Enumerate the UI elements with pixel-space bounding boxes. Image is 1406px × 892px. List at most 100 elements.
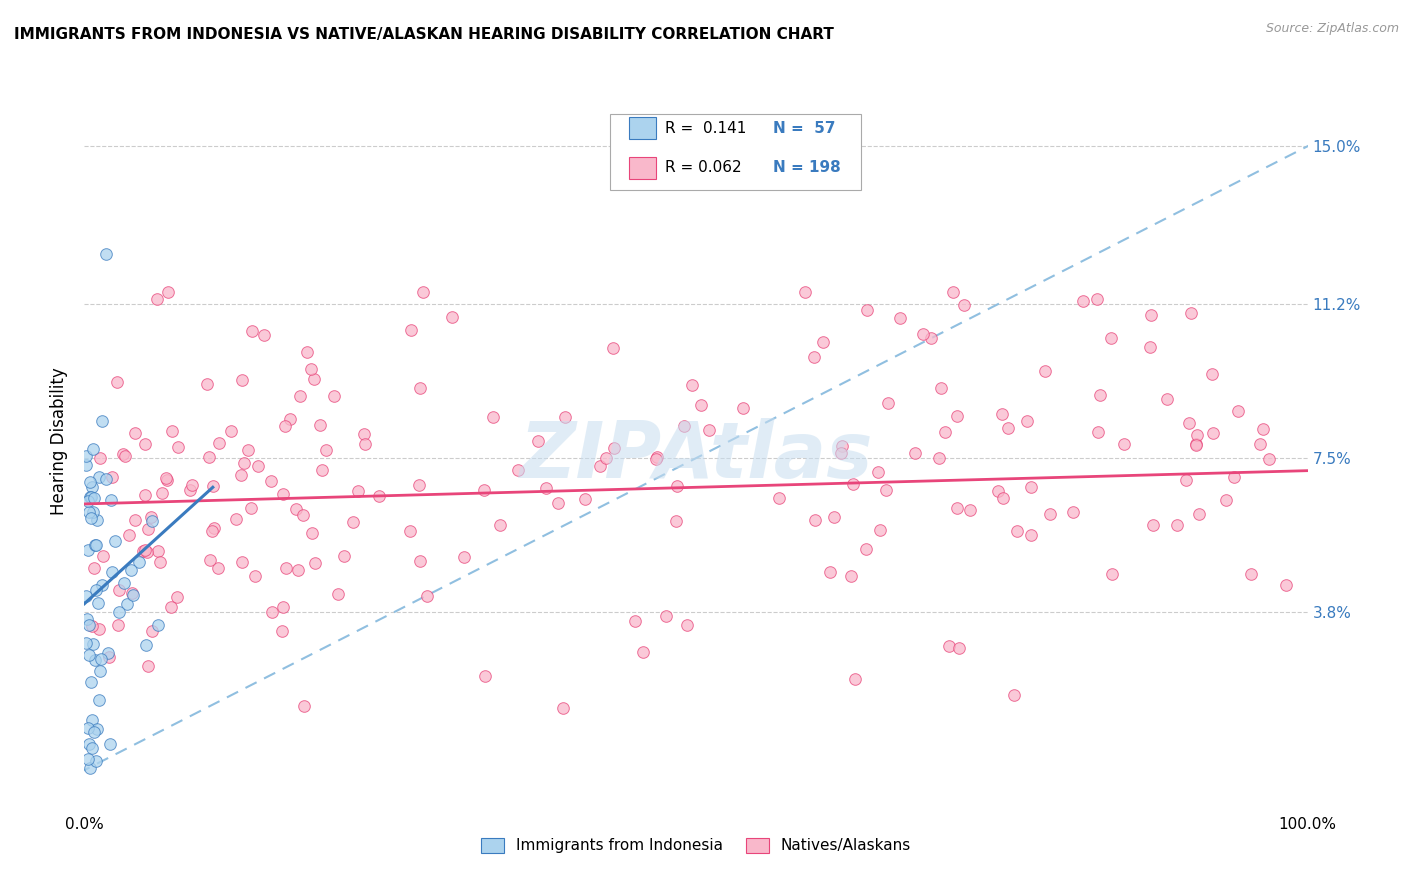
Point [97,649,120,664]
Point [134,542,156,557]
Point [181,477,204,491]
Point [1087,425,1109,439]
Point [416,589,439,603]
Point [146,617,169,632]
Point [342,515,364,529]
Point [77,505,100,519]
Point [869,524,891,538]
Point [124,512,146,526]
Point [271,487,294,501]
Bar [628,156,655,178]
Point [574,491,596,506]
Point [80,740,103,755]
Point [207,561,229,575]
Point [112,447,135,461]
Point [1187,428,1209,442]
Point [526,434,548,448]
Point [912,327,935,342]
Point [844,672,866,686]
Point [1240,566,1263,581]
Point [1039,507,1062,521]
Point [1226,403,1249,417]
Point [876,483,898,497]
Point [77,737,100,751]
Point [132,544,155,558]
Point [80,491,103,505]
Point [136,659,159,673]
Point [107,605,129,619]
Point [75,458,97,472]
Point [167,440,190,454]
Point [959,503,981,517]
Point [1166,517,1188,532]
Point [120,564,142,578]
Point [1142,518,1164,533]
Point [146,292,169,306]
Point [602,442,624,456]
Point [105,376,128,390]
Legend: Immigrants from Indonesia, Natives/Alaskans: Immigrants from Indonesia, Natives/Alask… [475,832,917,860]
Point [665,514,688,528]
Point [1178,416,1201,430]
Point [208,436,231,450]
Point [991,491,1014,505]
Point [333,549,356,564]
Point [122,589,145,603]
Point [82,637,104,651]
Point [534,481,557,495]
Point [262,605,284,619]
Point [409,381,432,395]
Point [408,478,430,492]
Point [82,619,104,633]
Point [245,569,267,583]
Point [675,617,697,632]
Point [156,473,179,487]
Point [368,489,391,503]
Point [602,341,624,355]
Point [354,436,377,450]
Point [80,675,103,690]
Point [77,542,100,557]
Point [77,494,100,508]
Point [1251,422,1274,436]
Point [1215,493,1237,508]
Point [271,600,294,615]
Point [554,409,576,424]
Point [288,389,311,403]
Point [1019,528,1042,542]
Point [645,450,668,464]
Point [997,421,1019,435]
Point [83,560,105,574]
Point [1185,438,1208,452]
Point [89,693,111,707]
Point [82,442,104,457]
Text: R = 0.062: R = 0.062 [665,160,742,175]
Point [114,450,136,464]
Point [148,544,170,558]
Bar [628,117,655,139]
Point [112,576,135,591]
Point [624,614,647,628]
Point [1258,451,1281,466]
Point [1090,388,1112,402]
Point [304,556,326,570]
Point [101,469,124,483]
Point [841,568,863,582]
Point [247,458,270,473]
Point [408,554,430,568]
Point [101,565,124,579]
Point [1002,688,1025,702]
Point [118,528,141,542]
Point [868,465,890,479]
Point [474,483,496,498]
Point [506,463,529,477]
Point [86,513,108,527]
Point [768,491,790,505]
Point [160,600,183,615]
Point [84,754,107,768]
Point [84,538,107,552]
Point [128,555,150,569]
Point [89,451,111,466]
FancyBboxPatch shape [610,113,860,190]
Point [1085,292,1108,306]
